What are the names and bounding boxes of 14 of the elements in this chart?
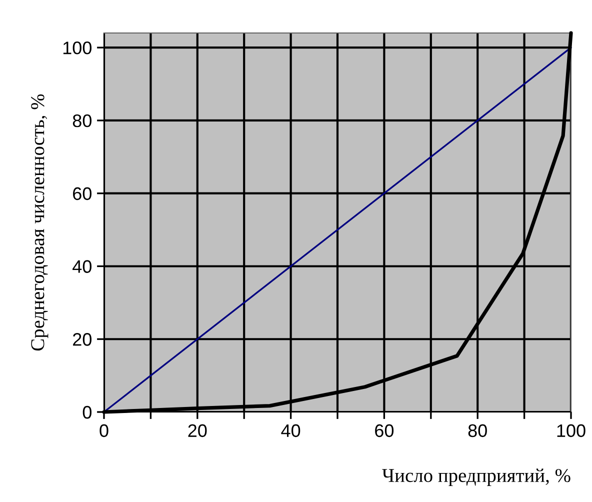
x-tick-label: 60	[375, 424, 394, 438]
x-tick-label: 0	[100, 424, 108, 438]
x-tick-label: 20	[188, 424, 207, 438]
y-tick-label: 80	[72, 114, 92, 128]
x-tick-label: 100	[557, 424, 586, 438]
y-tick-label: 0	[82, 406, 92, 419]
y-axis-title: Среднегодовая численность, %	[31, 94, 48, 351]
y-tick-label: 20	[73, 333, 92, 346]
x-tick-label: 80	[468, 424, 487, 438]
x-tick-label: 40	[281, 424, 300, 438]
y-tick-label: 40	[72, 260, 92, 273]
y-tick-label: 100	[63, 42, 92, 54]
y-tick-label: 60	[73, 187, 92, 200]
x-axis-title: Число предприятий, %	[382, 468, 570, 486]
